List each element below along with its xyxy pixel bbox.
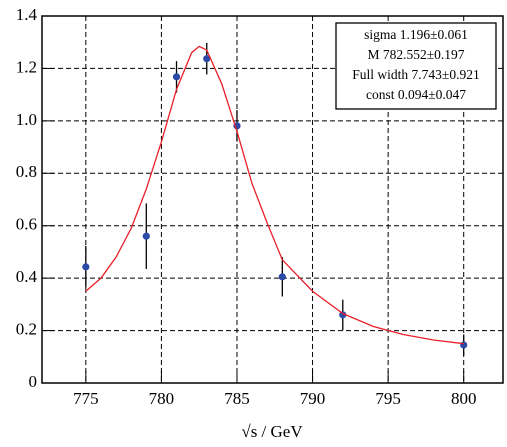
- stats-line: Full width 7.743±0.921: [352, 67, 479, 82]
- y-tick-label: 1.4: [16, 5, 38, 24]
- x-tick-label: 790: [300, 389, 326, 408]
- x-tick-label: 795: [375, 389, 401, 408]
- y-tick-label: 0.4: [16, 267, 38, 286]
- stats-line: sigma 1.196±0.061: [364, 27, 468, 42]
- fit-curve: [85, 45, 464, 345]
- y-tick-label: 1.2: [16, 57, 37, 76]
- stats-box: [335, 22, 497, 110]
- x-tick-label: 785: [224, 389, 250, 408]
- x-axis-label: √s / GeV: [241, 422, 303, 441]
- y-tick-label: 0.8: [16, 162, 37, 181]
- x-tick-label: 780: [149, 389, 175, 408]
- data-point: [460, 341, 468, 349]
- y-tick-label: 1.0: [16, 110, 37, 129]
- stats-line: M 782.552±0.197: [367, 47, 464, 62]
- y-tick-label: 0: [29, 372, 38, 391]
- y-tick-label: 0.6: [16, 215, 37, 234]
- data-point: [142, 232, 150, 240]
- data-point: [203, 55, 211, 63]
- stats-line: const 0.094±0.047: [366, 87, 466, 102]
- y-tick-label: 0.2: [16, 319, 37, 338]
- data-point: [172, 73, 181, 81]
- x-tick-label: 800: [451, 389, 477, 408]
- data-point: [278, 273, 286, 281]
- x-tick-label: 775: [73, 389, 99, 408]
- plot-frame: [41, 15, 504, 384]
- data-point: [82, 263, 90, 271]
- data-point: [339, 311, 347, 319]
